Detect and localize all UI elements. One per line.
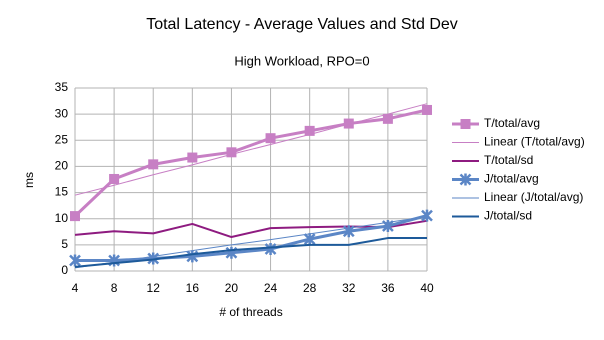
marker [147,252,160,265]
x-tick-label: 4 [72,281,79,295]
series-line [73,108,428,218]
y-tick-label: 30 [55,106,69,120]
x-axis-label: # of threads [219,305,282,319]
marker [382,113,393,124]
marker [422,104,432,115]
series-line [74,219,428,239]
marker [343,118,354,129]
legend-label: J/total/sd [484,209,532,223]
marker [304,125,315,136]
marker [70,211,80,222]
x-tick-label: 16 [186,281,200,295]
marker [421,209,433,222]
y-tick-label: 0 [61,263,68,277]
marker [109,173,120,184]
series-line [74,103,428,196]
x-tick-label: 8 [111,281,118,295]
y-tick-label: 35 [55,80,69,94]
marker [226,147,237,158]
y-tick-label: 5 [61,237,68,251]
legend-label: J/total/avg [484,172,539,186]
y-tick-label: 15 [55,185,69,199]
x-tick-label: 12 [147,281,161,295]
marker [303,233,316,246]
marker [148,159,159,170]
legend-label: T/total/avg [484,116,540,130]
y-axis-label: ms [22,172,36,188]
marker [264,243,277,256]
x-tick-label: 24 [264,281,278,295]
marker [265,133,276,144]
x-tick-label: 28 [303,281,317,295]
marker [69,254,81,267]
legend-marker [459,173,472,186]
x-tick-label: 36 [381,281,395,295]
y-tick-label: 20 [55,159,69,173]
marker [187,152,198,163]
chart-title: Total Latency - Average Values and Std D… [146,16,458,33]
x-tick-label: 20 [225,281,239,295]
series-line [74,216,428,269]
legend-marker [460,119,471,129]
legend-label: T/total/sd [484,153,533,167]
series-line [74,237,427,268]
legend-label: Linear (J/total/avg) [484,190,583,204]
y-tick-label: 25 [55,132,69,146]
legend-label: Linear (T/total/avg) [484,135,585,149]
x-tick-label: 40 [420,281,434,295]
y-tick-label: 10 [55,211,69,225]
x-tick-label: 32 [342,281,356,295]
chart-subtitle: High Workload, RPO=0 [234,53,369,68]
